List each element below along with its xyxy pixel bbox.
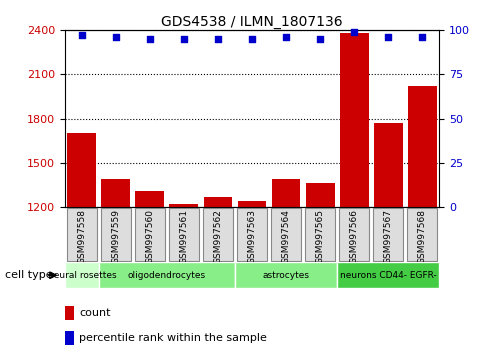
Point (78, 33, 86, 38)
Text: GSM997568: GSM997568 (418, 209, 427, 264)
Text: cell type: cell type (5, 270, 52, 280)
Point (146, 36, 154, 42)
Title: GDS4538 / ILMN_1807136: GDS4538 / ILMN_1807136 (161, 15, 343, 29)
Point (112, 34, 120, 40)
Bar (305, 183, 334, 207)
Text: oligodendrocytes: oligodendrocytes (128, 271, 206, 280)
FancyBboxPatch shape (101, 208, 131, 261)
FancyBboxPatch shape (66, 208, 97, 261)
Text: GSM997564: GSM997564 (281, 209, 290, 264)
Point (282, 34, 290, 40)
Text: neural rosettes: neural rosettes (47, 271, 116, 280)
Point (214, 36, 222, 42)
Bar (340, 33, 369, 207)
FancyBboxPatch shape (270, 208, 301, 261)
Text: GSM997563: GSM997563 (248, 209, 256, 264)
Bar (101, 179, 130, 207)
Bar (135, 191, 164, 207)
Bar (170, 204, 199, 207)
FancyBboxPatch shape (99, 263, 235, 288)
Point (316, 36, 324, 42)
Bar (204, 197, 233, 207)
FancyBboxPatch shape (305, 208, 335, 261)
Text: GSM997562: GSM997562 (214, 209, 223, 264)
Bar (271, 179, 300, 207)
Point (248, 36, 256, 42)
FancyBboxPatch shape (169, 208, 199, 261)
FancyBboxPatch shape (237, 208, 267, 261)
Point (418, 34, 426, 40)
Text: neurons CD44- EGFR-: neurons CD44- EGFR- (340, 271, 437, 280)
Text: GSM997559: GSM997559 (111, 209, 120, 264)
FancyBboxPatch shape (373, 208, 403, 261)
Point (350, 29, 358, 35)
Text: percentile rank within the sample: percentile rank within the sample (79, 332, 267, 343)
Text: GSM997561: GSM997561 (180, 209, 189, 264)
FancyBboxPatch shape (407, 208, 438, 261)
Point (384, 34, 392, 40)
Text: astrocytes: astrocytes (262, 271, 309, 280)
FancyBboxPatch shape (235, 263, 337, 288)
FancyBboxPatch shape (339, 208, 369, 261)
Text: count: count (79, 308, 111, 318)
Bar (374, 123, 403, 207)
Point (180, 36, 188, 42)
Text: GSM997565: GSM997565 (315, 209, 324, 264)
Bar (238, 201, 266, 207)
FancyBboxPatch shape (135, 208, 165, 261)
Text: GSM997558: GSM997558 (77, 209, 86, 264)
FancyBboxPatch shape (203, 208, 234, 261)
Text: GSM997567: GSM997567 (384, 209, 393, 264)
Bar (67, 133, 96, 207)
Text: GSM997566: GSM997566 (350, 209, 359, 264)
Bar (65, 331, 74, 344)
FancyBboxPatch shape (337, 263, 439, 288)
Text: GSM997560: GSM997560 (145, 209, 154, 264)
Bar (65, 306, 74, 320)
FancyBboxPatch shape (65, 263, 99, 288)
Bar (408, 86, 437, 207)
